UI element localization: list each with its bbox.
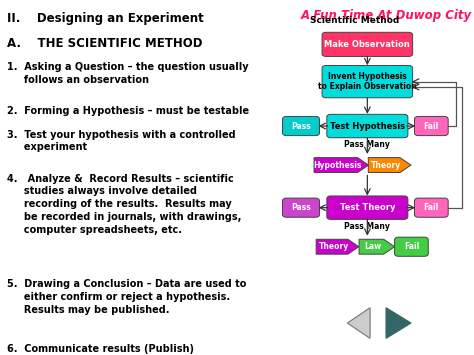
Polygon shape bbox=[316, 239, 359, 254]
Text: Test Hypothesis: Test Hypothesis bbox=[330, 121, 405, 131]
Polygon shape bbox=[347, 308, 370, 338]
Text: A Fun Time At Duwop City: A Fun Time At Duwop City bbox=[301, 9, 472, 22]
Polygon shape bbox=[386, 308, 411, 338]
Text: Hypothesis: Hypothesis bbox=[313, 160, 362, 170]
Text: 5.  Drawing a Conclusion – Data are used to
     either confirm or reject a hypo: 5. Drawing a Conclusion – Data are used … bbox=[7, 279, 246, 315]
Text: Fail: Fail bbox=[424, 203, 439, 212]
FancyBboxPatch shape bbox=[283, 198, 319, 217]
FancyBboxPatch shape bbox=[327, 196, 408, 219]
Text: Fail: Fail bbox=[424, 121, 439, 131]
Text: II.    Designing an Experiment: II. Designing an Experiment bbox=[7, 12, 204, 26]
Text: Invent Hypothesis
to Explain Observation: Invent Hypothesis to Explain Observation bbox=[318, 72, 417, 91]
FancyBboxPatch shape bbox=[414, 116, 448, 136]
Text: Pass Many: Pass Many bbox=[345, 222, 390, 231]
Text: Fail: Fail bbox=[404, 242, 419, 251]
FancyBboxPatch shape bbox=[327, 114, 408, 138]
Text: 4.   Analyze &  Record Results – scientific
     studies always involve detailed: 4. Analyze & Record Results – scientific… bbox=[7, 174, 241, 235]
FancyBboxPatch shape bbox=[394, 237, 428, 256]
FancyBboxPatch shape bbox=[283, 116, 319, 136]
Text: 2.  Forming a Hypothesis – must be testable: 2. Forming a Hypothesis – must be testab… bbox=[7, 106, 249, 116]
Polygon shape bbox=[314, 158, 368, 173]
Text: A.    THE SCIENTIFIC METHOD: A. THE SCIENTIFIC METHOD bbox=[7, 37, 202, 50]
Text: 6.  Communicate results (Publish): 6. Communicate results (Publish) bbox=[7, 344, 194, 354]
Text: Law: Law bbox=[365, 242, 382, 251]
FancyBboxPatch shape bbox=[322, 65, 412, 98]
Text: Pass Many: Pass Many bbox=[345, 140, 390, 149]
Text: Pass: Pass bbox=[291, 121, 311, 131]
Text: Scientific Method: Scientific Method bbox=[310, 16, 400, 25]
Text: Theory: Theory bbox=[371, 160, 401, 170]
Text: 1.  Asking a Question – the question usually
     follows an observation: 1. Asking a Question – the question usua… bbox=[7, 62, 249, 85]
FancyBboxPatch shape bbox=[414, 198, 448, 217]
Text: Make Observation: Make Observation bbox=[325, 40, 410, 49]
Polygon shape bbox=[359, 239, 394, 254]
Polygon shape bbox=[368, 158, 411, 173]
FancyBboxPatch shape bbox=[322, 32, 412, 56]
Text: Pass: Pass bbox=[291, 203, 311, 212]
Text: Test Theory: Test Theory bbox=[339, 203, 395, 212]
Text: 3.  Test your hypothesis with a controlled
     experiment: 3. Test your hypothesis with a controlle… bbox=[7, 130, 236, 152]
Text: Theory: Theory bbox=[319, 242, 349, 251]
